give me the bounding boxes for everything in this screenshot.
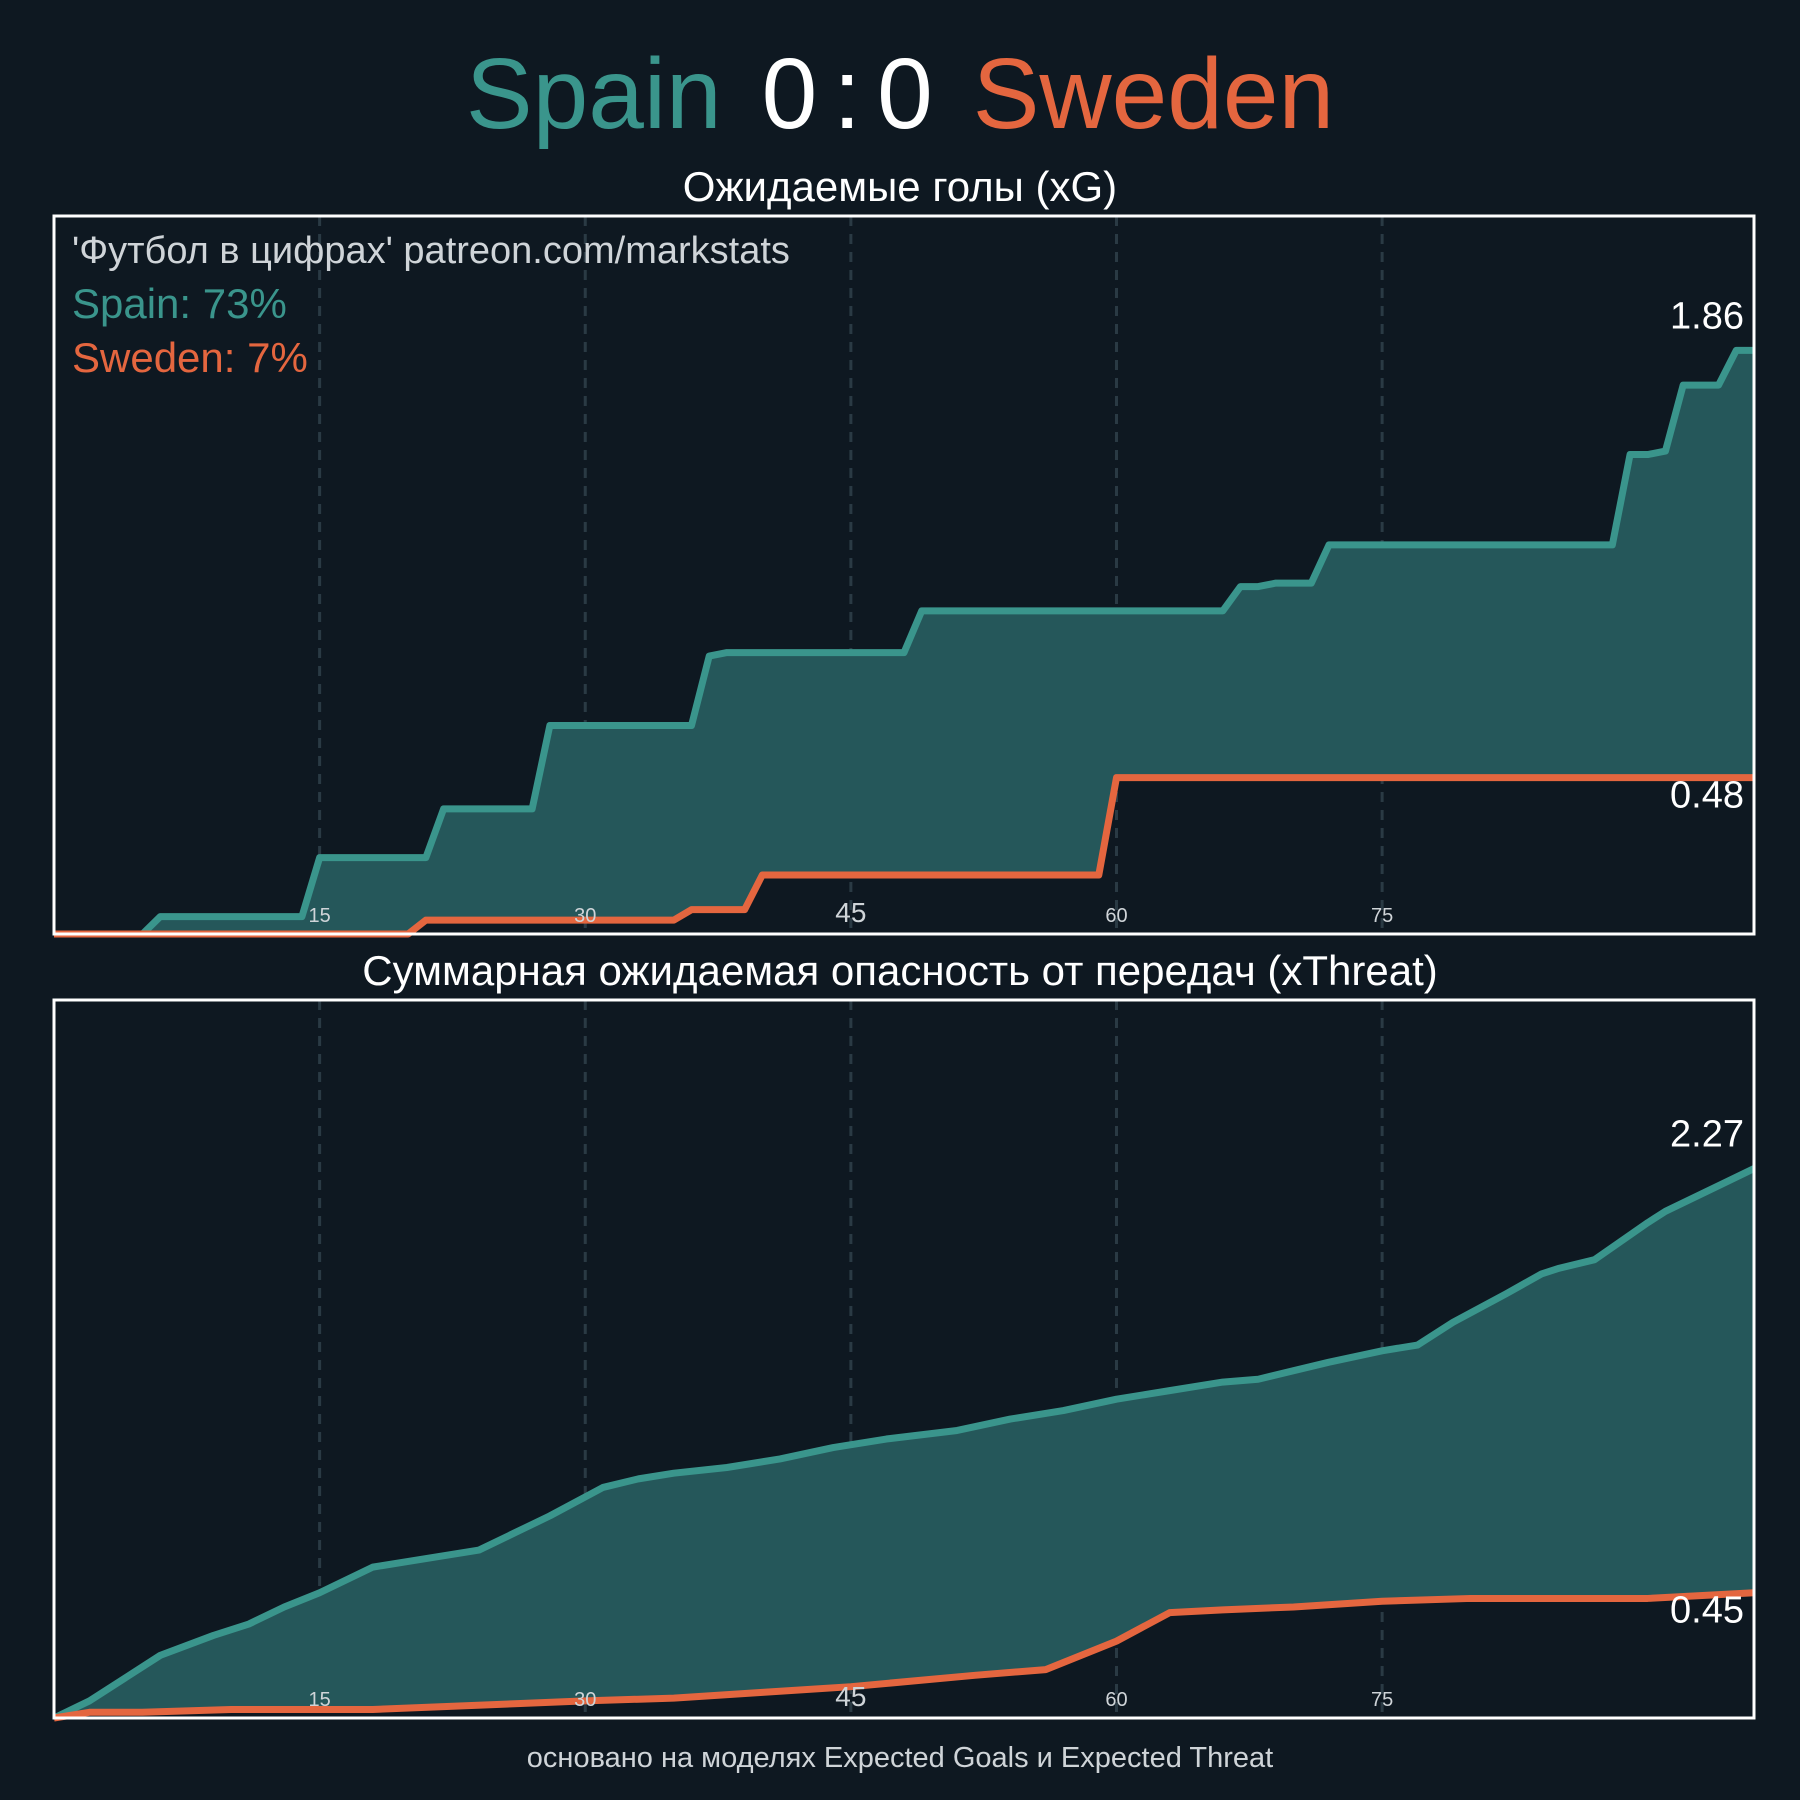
xthreat-frame bbox=[52, 998, 1756, 1720]
score-home: 0 bbox=[761, 38, 818, 150]
xthreat-tick-label-45: 45 bbox=[835, 1681, 866, 1712]
xg-final-label-away: 0.48 bbox=[1670, 775, 1744, 817]
xthreat-tick-label-30: 30 bbox=[574, 1689, 596, 1711]
xg-area-between bbox=[54, 350, 1754, 935]
score-away: 0 bbox=[877, 38, 933, 150]
xg-line-spain bbox=[54, 346, 1754, 938]
xthreat-area-between bbox=[54, 1168, 1754, 1718]
xthreat-chart-title: Суммарная ожидаемая опасность от передач… bbox=[362, 947, 1438, 994]
xg-tick-label-75: 75 bbox=[1371, 905, 1393, 927]
xg-line-sweden bbox=[54, 774, 1754, 938]
match-header: Spain 0:0 Sweden bbox=[0, 34, 1800, 154]
xthreat-tick-label-15: 15 bbox=[309, 1689, 331, 1711]
away-team-name: Sweden bbox=[972, 38, 1335, 150]
xthreat-tick-label-75: 75 bbox=[1371, 1689, 1393, 1711]
xg-tick-label-30: 30 bbox=[574, 905, 596, 927]
xg-frame bbox=[52, 214, 1756, 936]
xg-tick-label-15: 15 bbox=[309, 905, 331, 927]
xg-final-label-home: 1.86 bbox=[1670, 295, 1744, 337]
away-win-probability: Sweden: 7% bbox=[72, 334, 308, 381]
xg-tick-label-60: 60 bbox=[1105, 905, 1127, 927]
home-win-probability: Spain: 73% bbox=[72, 280, 287, 327]
score-separator: : bbox=[833, 38, 862, 150]
xthreat-line-spain bbox=[52, 1165, 1756, 1722]
xthreat-final-label-away: 0.45 bbox=[1670, 1590, 1744, 1632]
xthreat-line-sweden bbox=[53, 1589, 1755, 1722]
xg-tick-label-45: 45 bbox=[835, 897, 866, 928]
footer-note: основано на моделях Expected Goals и Exp… bbox=[526, 1742, 1274, 1774]
xg-chart-title: Ожидаемые голы (xG) bbox=[682, 163, 1118, 210]
xthreat-tick-label-60: 60 bbox=[1105, 1689, 1127, 1711]
watermark-text: 'Футбол в цифрах' patreon.com/markstats bbox=[72, 230, 790, 272]
home-team-name: Spain bbox=[465, 38, 722, 150]
xthreat-final-label-home: 2.27 bbox=[1670, 1114, 1744, 1156]
